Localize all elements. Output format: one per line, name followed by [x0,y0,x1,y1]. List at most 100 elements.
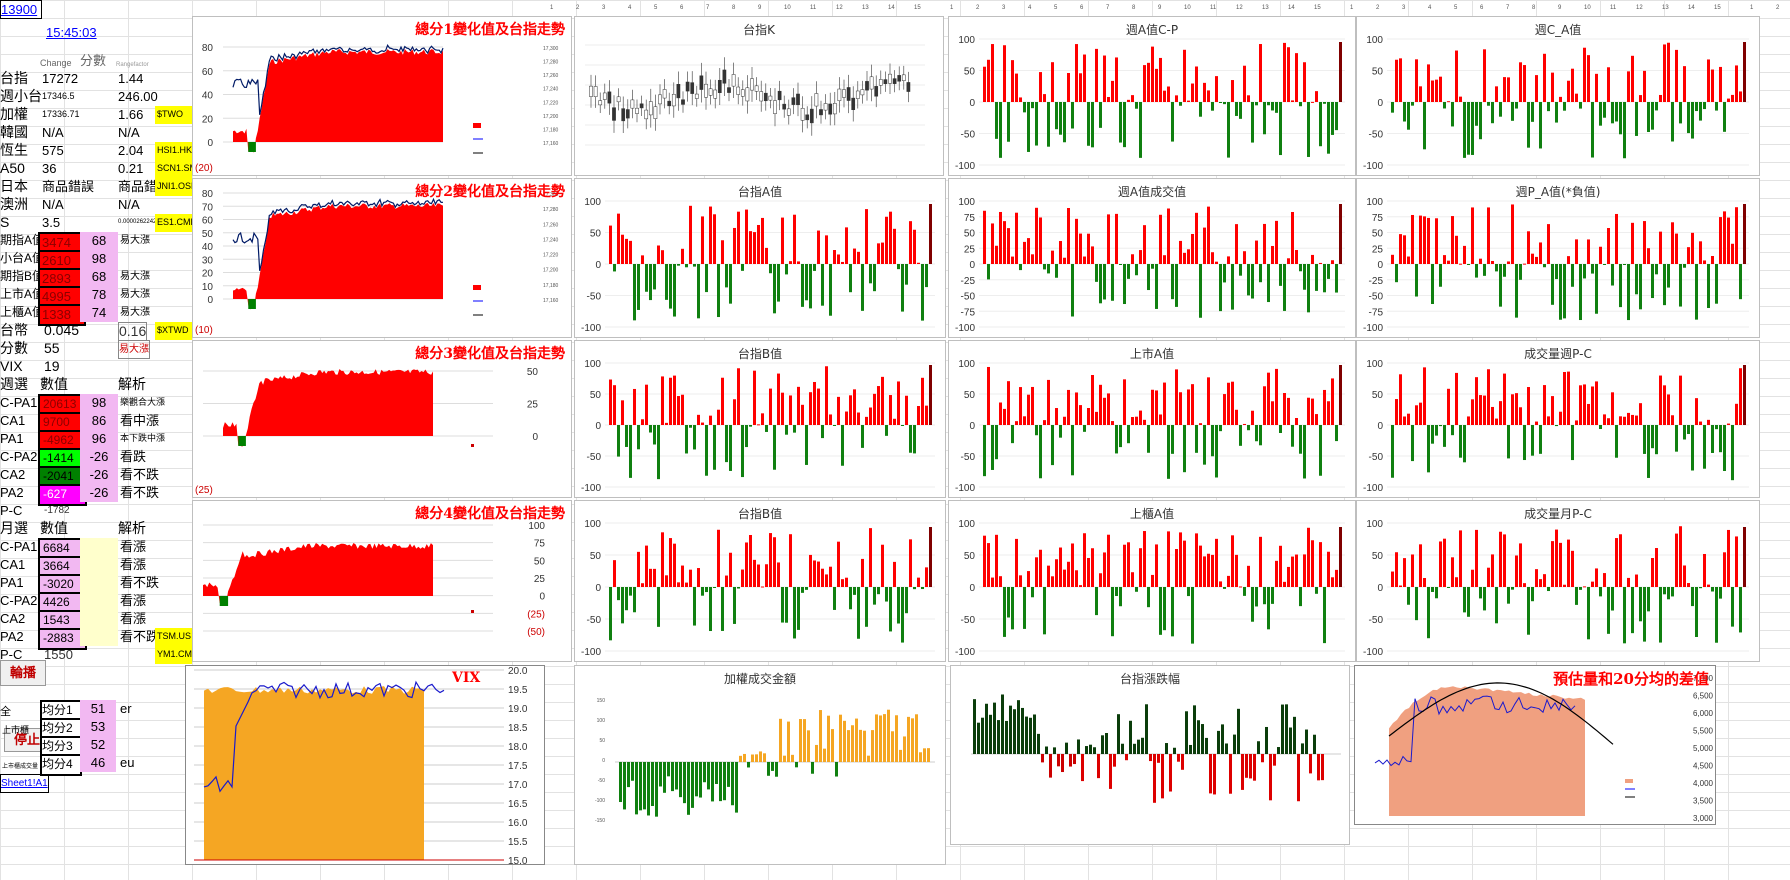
bar [639,762,642,811]
bar [669,264,672,309]
bar [1511,102,1514,121]
legend-swatch [473,285,481,290]
bar [805,587,808,590]
bar [825,574,828,587]
bar [1119,264,1122,265]
bar [689,205,692,264]
bar [1023,102,1026,113]
broadcast-button[interactable]: 輪播 [0,660,46,686]
misc-value2: 0.16 [118,322,148,341]
bar [1231,381,1234,425]
bar [1183,540,1186,587]
bar [1175,549,1178,587]
bar [633,264,636,321]
bar [883,714,886,762]
row-change: N/A [42,197,64,212]
bar [739,755,742,762]
bar [1043,420,1046,425]
bar [1303,425,1306,479]
bar [1471,207,1474,264]
bar [1435,79,1438,102]
bar [1623,264,1626,265]
bar [1631,414,1634,425]
bar [857,251,860,264]
bar [1403,235,1406,264]
bar [673,264,676,317]
bar [877,386,880,425]
bar [837,396,840,425]
bar [1667,587,1670,600]
sheet-link[interactable]: Sheet1!A1 [0,774,49,793]
bar [1411,425,1414,462]
bar [875,714,878,762]
bar [793,587,796,639]
ruler-tick: 10 [784,5,791,11]
bar [737,587,740,589]
bar [1193,705,1196,754]
bar [815,744,818,762]
bar [1095,587,1098,616]
bar [623,762,626,810]
bar [901,264,904,312]
ruler-tick: 14 [1288,5,1295,11]
section-header: 解析 [118,376,146,392]
bar [903,736,906,762]
bar [1403,558,1406,587]
bar [1035,425,1038,436]
bar [1591,264,1594,274]
bar [1261,754,1264,763]
misc-name: 台幣 [0,322,28,338]
axis-tick: -50 [961,452,976,463]
bar [1723,425,1726,471]
bar [661,532,664,587]
bar [929,365,932,425]
bar [729,552,732,587]
bar [995,245,998,264]
bar [645,545,648,587]
bar [1495,264,1498,272]
right-axis-tick: 17,260 [543,222,559,228]
bar [1083,533,1086,587]
bar [1451,216,1454,264]
bar [1099,384,1102,425]
section-row-note: 看不跌 [120,485,160,500]
bar [1507,261,1510,264]
active-cell[interactable]: 13900 [0,0,42,19]
bar [1583,384,1586,425]
bar [1407,413,1410,425]
candle-body [589,85,593,97]
bar [825,366,828,425]
bar [1511,204,1514,264]
bar [773,537,776,587]
bar [1735,207,1738,264]
bar [1179,392,1182,425]
bar [1535,569,1538,587]
bar [1479,102,1482,140]
bar [1131,95,1134,102]
right-axis-tick: 17,200 [543,268,559,274]
bar [999,211,1002,264]
bar [913,425,916,454]
bar [1207,553,1210,587]
bar [1007,381,1010,425]
bar [1695,102,1698,112]
bar [881,242,884,264]
bar [741,569,744,587]
bar [801,264,804,307]
section-row-num: 86 [80,412,118,430]
bar [1287,566,1290,587]
bar [1099,264,1102,304]
bar [873,264,876,292]
bar [1503,77,1506,102]
axis-tick: 20 [202,269,214,280]
ruler-tick: 15 [1714,5,1721,11]
bar [713,214,716,264]
bar [909,221,912,264]
candle-body [694,93,699,99]
bar [831,729,834,762]
a-row-name: 期指B值 [0,269,45,283]
bar [745,542,748,587]
bar [983,425,986,477]
row-change: 17336.71 [42,109,80,119]
bar [1483,395,1486,425]
